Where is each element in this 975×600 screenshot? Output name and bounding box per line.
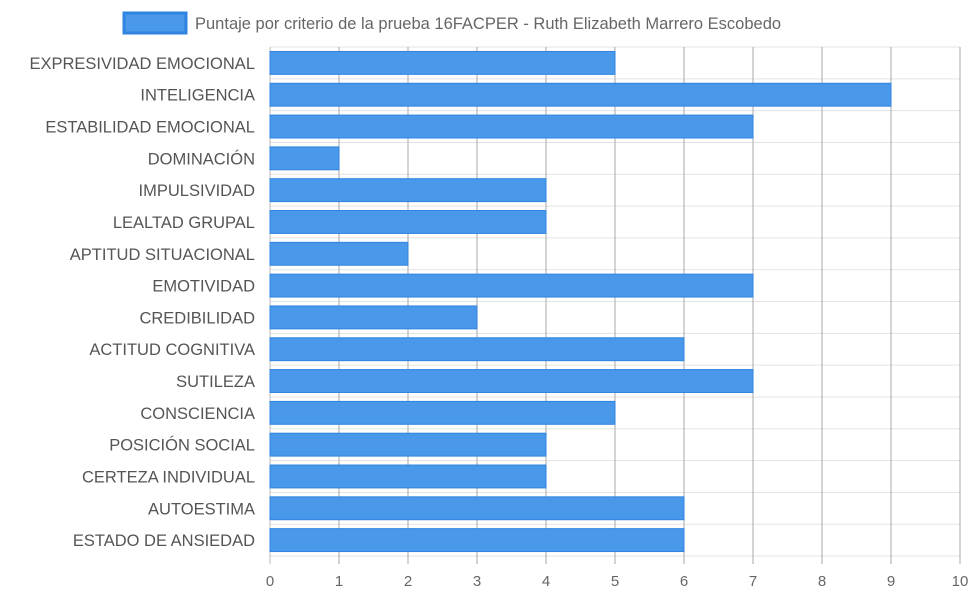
category-label: INTELIGENCIA [140,87,255,105]
legend[interactable]: Puntaje por criterio de la prueba 16FACP… [122,11,781,35]
bar [269,496,685,521]
legend-swatch [122,11,188,35]
bar [269,82,892,107]
bar [269,146,340,171]
bar [269,50,616,75]
x-tick-label: 6 [680,573,688,590]
category-label: DOMINACIÓN [148,149,255,168]
category-label: IMPULSIVIDAD [139,182,256,200]
category-label: LEALTAD GRUPAL [113,214,255,232]
bar [269,210,547,234]
bar [269,337,685,362]
category-label: ESTADO DE ANSIEDAD [73,532,255,550]
x-tick-label: 8 [818,573,826,590]
x-tick-label: 5 [611,573,619,590]
bar [269,178,547,203]
x-axis-ticks: 0 1 2 3 4 5 6 7 8 9 10 [266,573,969,590]
category-label: APTITUD SITUACIONAL [70,246,255,264]
category-label: EXPRESIVIDAD EMOCIONAL [29,55,255,73]
category-label: CERTEZA INDIVIDUAL [82,468,255,486]
category-label: EMOTIVIDAD [152,278,255,296]
bars [269,50,892,553]
bar [269,369,754,393]
bar [269,305,478,330]
category-label: POSICIÓN SOCIAL [109,436,255,455]
bar [269,528,685,553]
legend-label: Puntaje por criterio de la prueba 16FACP… [195,15,781,33]
bar [269,432,547,457]
category-label: SUTILEZA [176,373,255,391]
bar [269,114,754,139]
category-label: CREDIBILIDAD [139,309,255,327]
bar [269,241,409,266]
category-label: ACTITUD COGNITIVA [89,341,255,359]
category-label: ESTABILIDAD EMOCIONAL [45,119,255,137]
x-tick-label: 2 [404,573,412,590]
x-tick-label: 7 [749,573,757,590]
x-tick-label: 10 [952,573,969,590]
category-label: CONSCIENCIA [140,405,255,423]
bar [269,400,616,425]
category-label: AUTOESTIMA [148,500,255,518]
bar [269,273,754,298]
x-tick-label: 4 [542,573,550,590]
bar [269,464,547,489]
x-tick-label: 9 [887,573,895,590]
x-tick-label: 1 [335,573,343,590]
x-tick-label: 0 [266,573,274,590]
x-tick-label: 3 [473,573,481,590]
category-labels: EXPRESIVIDAD EMOCIONAL INTELIGENCIA ESTABI… [29,55,255,550]
